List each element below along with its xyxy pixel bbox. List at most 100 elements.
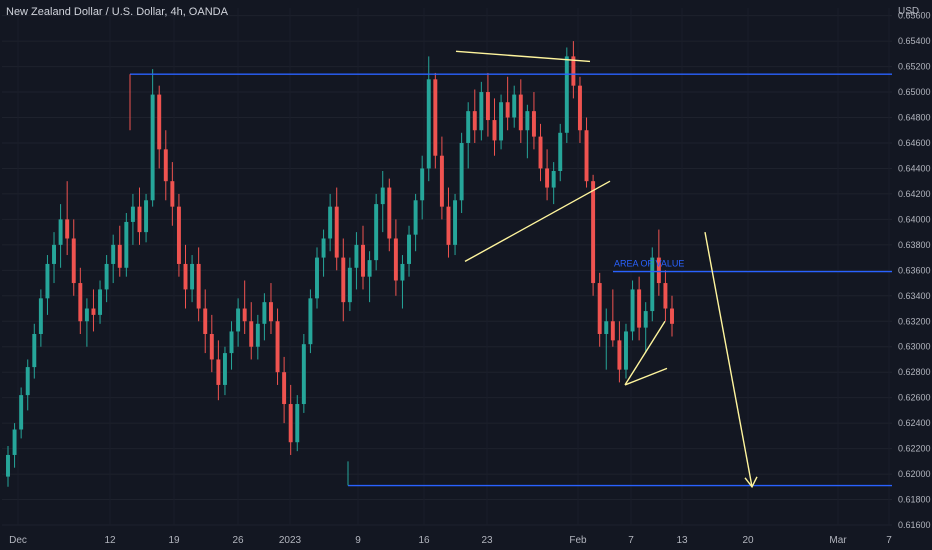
y-tick-label: 0.62400 [898,418,931,428]
candle-body [551,170,556,188]
candle-body [295,404,300,443]
candle-body [137,206,142,233]
candle-body [19,395,24,430]
candle-body [446,206,451,245]
candle-body [538,136,543,169]
candle-body [479,92,484,131]
candle-body [571,56,576,86]
candle-body [91,308,96,315]
candle-body [617,340,622,370]
candle-body [38,298,43,334]
x-tick-label: 7 [628,535,634,546]
x-tick-label: 19 [168,535,180,546]
candle-body [577,85,582,131]
y-tick-label: 0.64600 [898,138,931,148]
candle-body [124,221,129,268]
candle-body [236,308,241,332]
candle-body [282,372,287,405]
candle-body [354,244,359,268]
forecast-arrow [704,231,753,487]
candle-body [315,257,319,299]
y-tick-label: 0.61800 [898,495,931,505]
y-tick-label: 0.65600 [898,11,931,21]
candle-body [630,289,635,332]
candle-body [52,244,56,264]
candle-body [393,238,398,281]
level-label: AREA OF VALUE [614,259,684,269]
candle-body [216,359,221,385]
candle-body [584,130,589,182]
candles [6,41,674,487]
candle-body [656,257,661,284]
candle-body [32,333,37,368]
candle-body [111,244,116,264]
x-tick-label: 20 [742,535,754,546]
candle-body [604,321,609,334]
candle-body [637,289,642,328]
chart-title: New Zealand Dollar / U.S. Dollar, 4h, OA… [6,6,228,18]
grid [2,8,892,526]
candle-body [564,56,569,133]
candle-body [341,257,346,303]
candle-body [512,94,517,118]
x-tick-label: 13 [676,535,688,546]
y-tick-label: 0.62800 [898,367,931,377]
candle-body [262,302,267,324]
y-tick-label: 0.63800 [898,240,931,250]
candle-body [407,234,412,264]
x-tick-label: Mar [829,535,847,546]
candle-body [433,79,438,156]
candle-body [12,429,17,455]
pattern-line [624,320,666,386]
x-tick-label: 16 [418,535,430,546]
x-tick-label: Dec [9,535,27,546]
y-tick-label: 0.65200 [898,62,931,72]
candle-body [426,79,431,169]
candle-body [301,344,306,405]
candle-body [439,155,444,207]
candle-body [531,111,536,137]
y-tick-label: 0.62000 [898,469,931,479]
candle-body [117,244,122,268]
candle-body [130,206,135,222]
patterns [455,50,758,489]
pattern-line [464,180,611,263]
candle-body [374,204,379,261]
candle-body [249,321,254,347]
candle-body [275,321,280,373]
candle-body [144,200,149,233]
y-tick-label: 0.63000 [898,342,931,352]
y-tick-label: 0.64200 [898,189,931,199]
y-tick-label: 0.64800 [898,113,931,123]
y-tick-label: 0.61600 [898,520,931,530]
candle-body [505,102,510,118]
y-tick-label: 0.63600 [898,265,931,275]
candle-body [650,257,655,312]
candle-body [222,353,227,385]
candle-body [591,181,596,284]
candle-body [670,308,674,324]
candle-body [597,283,602,334]
x-axis: Dec 12 19 26 2023 9 16 23 Feb 7 13 20 Mar 7 [9,535,892,546]
y-tick-label: 0.65000 [898,87,931,97]
candle-body [308,298,313,345]
x-tick-label: 23 [481,535,493,546]
pattern-line [624,367,668,386]
x-tick-label: 2023 [279,535,302,546]
candle-body [170,181,175,207]
candle-body [150,94,155,201]
x-tick-label: 26 [232,535,244,546]
x-tick-label: 12 [104,535,116,546]
candle-body [78,283,83,322]
candle-body [485,92,490,121]
x-tick-label: 9 [355,535,361,546]
y-tick-label: 0.63200 [898,316,931,326]
candle-body [288,404,293,443]
candle-body [190,263,195,290]
candle-body [624,331,628,370]
pattern-line [455,50,591,63]
candle-body [65,219,70,239]
y-axis: 0.65600 0.65400 0.65200 0.65000 0.64800 0.646… [898,11,931,530]
candle-body [400,263,405,281]
